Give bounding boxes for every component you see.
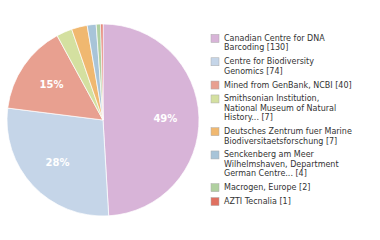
pie-slice <box>103 24 199 216</box>
data-label: 15% <box>39 79 63 90</box>
legend-label: Macrogen, Europe [2] <box>224 183 310 192</box>
legend-swatch <box>211 58 219 66</box>
legend-swatch <box>211 184 219 192</box>
pie-slice <box>7 108 109 216</box>
pie-labels: 49% 28% 15% <box>39 79 177 168</box>
background <box>0 0 380 240</box>
legend-swatch <box>211 81 219 89</box>
data-label: 49% <box>153 113 177 124</box>
legend-label: Senckenberg am MeerWilhelmshaven, Depart… <box>224 150 339 178</box>
legend-swatch <box>211 95 219 103</box>
legend-label: AZTI Tecnalia [1] <box>224 197 291 206</box>
chart: 49% 28% 15% Canadian Centre for DNABarcodin… <box>0 0 380 240</box>
pie-slice <box>96 24 103 120</box>
legend-label: Centre for BiodiversityGenomics [74] <box>224 57 314 75</box>
pie-slice <box>87 24 103 120</box>
legend-swatch <box>211 128 219 136</box>
legend-label: Mined from GenBank, NCBI [40] <box>224 81 352 90</box>
legend-label: Smithsonian Institution,National Museum … <box>224 94 336 122</box>
legend-swatch <box>211 34 219 42</box>
data-label: 28% <box>45 157 69 168</box>
legend-swatch <box>211 198 219 206</box>
pie-slice <box>101 24 103 120</box>
legend-swatch <box>211 151 219 159</box>
legend-label: Canadian Centre for DNABarcoding [130] <box>224 34 325 52</box>
legend-label: Deutsches Zentrum fuer MarineBiodiversit… <box>224 127 352 145</box>
pie <box>7 24 199 216</box>
legend: Canadian Centre for DNABarcoding [130] Ce… <box>211 34 352 206</box>
